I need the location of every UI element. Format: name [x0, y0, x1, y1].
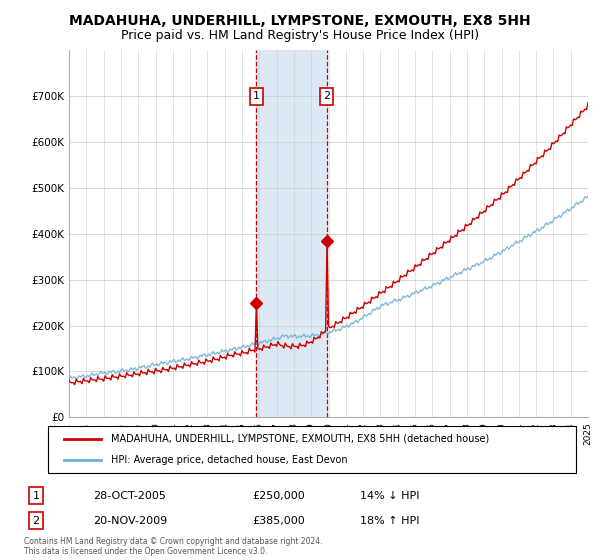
Text: This data is licensed under the Open Government Licence v3.0.: This data is licensed under the Open Gov… — [24, 548, 268, 557]
Text: £385,000: £385,000 — [252, 516, 305, 526]
Bar — [256, 50, 326, 417]
Text: 28-OCT-2005: 28-OCT-2005 — [93, 491, 166, 501]
Text: 18% ↑ HPI: 18% ↑ HPI — [360, 516, 419, 526]
Text: 1: 1 — [253, 91, 260, 101]
Text: HPI: Average price, detached house, East Devon: HPI: Average price, detached house, East… — [112, 455, 348, 465]
Text: 14% ↓ HPI: 14% ↓ HPI — [360, 491, 419, 501]
Text: 1: 1 — [32, 491, 40, 501]
FancyBboxPatch shape — [48, 426, 576, 473]
Text: Price paid vs. HM Land Registry's House Price Index (HPI): Price paid vs. HM Land Registry's House … — [121, 29, 479, 42]
Text: MADAHUHA, UNDERHILL, LYMPSTONE, EXMOUTH, EX8 5HH: MADAHUHA, UNDERHILL, LYMPSTONE, EXMOUTH,… — [69, 14, 531, 28]
Text: £250,000: £250,000 — [252, 491, 305, 501]
Text: 2: 2 — [323, 91, 330, 101]
Text: MADAHUHA, UNDERHILL, LYMPSTONE, EXMOUTH, EX8 5HH (detached house): MADAHUHA, UNDERHILL, LYMPSTONE, EXMOUTH,… — [112, 434, 490, 444]
Text: 2: 2 — [32, 516, 40, 526]
Text: Contains HM Land Registry data © Crown copyright and database right 2024.: Contains HM Land Registry data © Crown c… — [24, 538, 323, 547]
Text: 20-NOV-2009: 20-NOV-2009 — [93, 516, 167, 526]
